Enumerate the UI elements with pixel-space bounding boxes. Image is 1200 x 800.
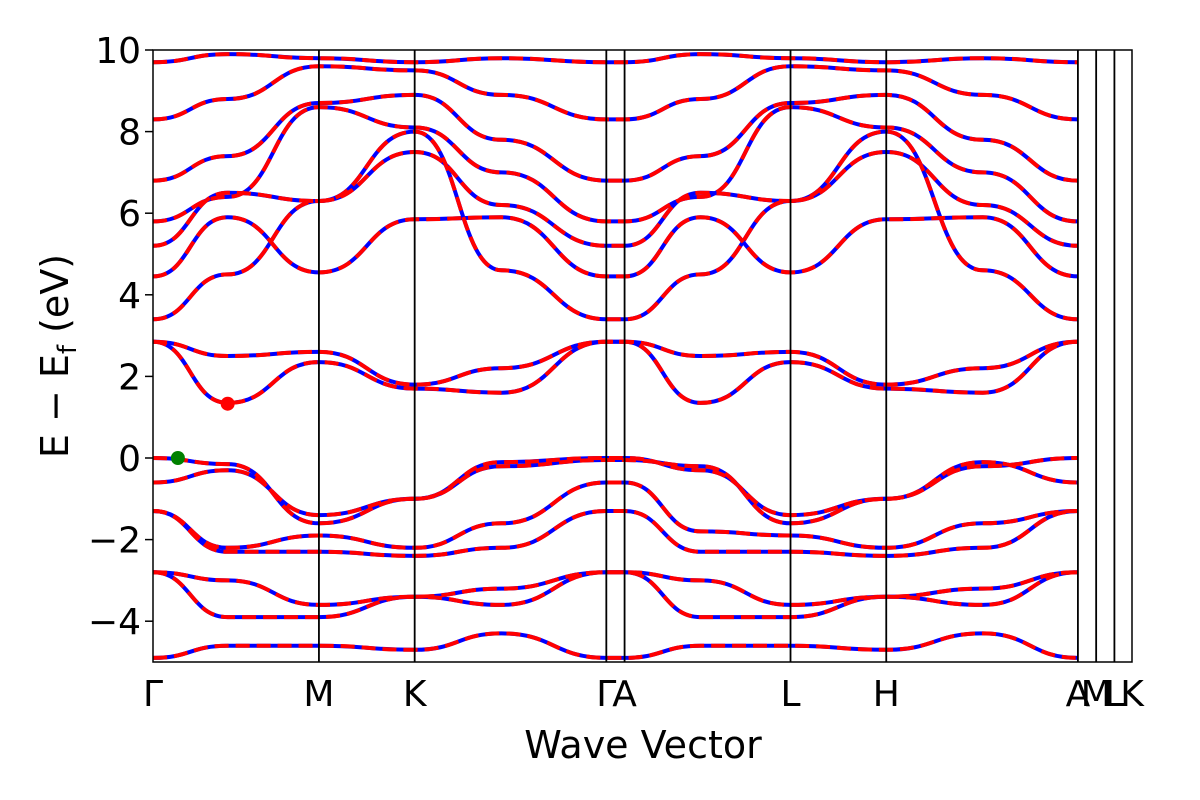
band-edge-marker-1 xyxy=(220,396,235,411)
x-tick-label-0: Γ xyxy=(143,674,163,715)
markers-layer xyxy=(170,396,235,465)
band-edge-marker-0 xyxy=(170,451,185,465)
band-line-solid-8 xyxy=(153,339,1078,387)
x-tick-label-4: A xyxy=(612,674,637,715)
y-tick-label-3: 2 xyxy=(118,357,141,398)
band-line-dashed-10 xyxy=(153,129,1078,322)
band-line-solid-6 xyxy=(153,631,1078,660)
band-line-dashed-1 xyxy=(153,456,1078,526)
band-line-dashed-9 xyxy=(153,215,1078,279)
y-tick-label-7: 10 xyxy=(95,31,141,72)
x-tick-label-10: K xyxy=(1120,674,1145,715)
x-tick-label-9: L xyxy=(1104,674,1124,715)
x-axis-label: Wave Vector xyxy=(524,723,762,767)
y-tick-label-4: 4 xyxy=(118,276,141,317)
x-tick-label-1: M xyxy=(303,674,334,715)
y-tick-label-0: −4 xyxy=(88,602,141,643)
y-axis: −4 −2 0 2 4 6 8 10 xyxy=(88,31,153,643)
band-line-dashed-14 xyxy=(153,64,1078,122)
band-line-dashed-0 xyxy=(153,455,1078,518)
y-tick-label-6: 8 xyxy=(118,113,141,154)
band-line-dashed-2 xyxy=(153,480,1078,550)
x-tick-label-7: A xyxy=(1066,674,1091,715)
band-line-solid-13 xyxy=(153,92,1078,183)
high-symmetry-lines xyxy=(318,50,1116,662)
band-line-dashed-11 xyxy=(153,149,1078,248)
x-tick-label-2: K xyxy=(403,674,428,715)
band-line-dashed-12 xyxy=(153,105,1078,224)
band-line-dashed-15 xyxy=(153,52,1078,65)
x-tick-label-6: H xyxy=(873,674,900,715)
x-tick-label-5: L xyxy=(780,674,800,715)
x-tick-label-3: Γ xyxy=(596,674,616,715)
band-line-dashed-5 xyxy=(153,570,1078,620)
band-line-dashed-3 xyxy=(153,509,1078,558)
y-axis-label: E − Ef (eV) xyxy=(33,254,83,458)
band-line-dashed-6 xyxy=(153,631,1078,660)
band-line-solid-5 xyxy=(153,570,1078,620)
y-tick-label-2: 0 xyxy=(118,439,141,480)
y-tick-label-5: 6 xyxy=(118,194,141,235)
y-tick-label-1: −2 xyxy=(88,521,141,562)
band-line-dashed-13 xyxy=(153,92,1078,183)
band-line-solid-10 xyxy=(153,129,1078,322)
band-line-dashed-8 xyxy=(153,339,1078,387)
x-tick-label-8: M xyxy=(1081,674,1112,715)
bands-layer xyxy=(153,52,1078,660)
plot-frame xyxy=(152,49,1133,663)
